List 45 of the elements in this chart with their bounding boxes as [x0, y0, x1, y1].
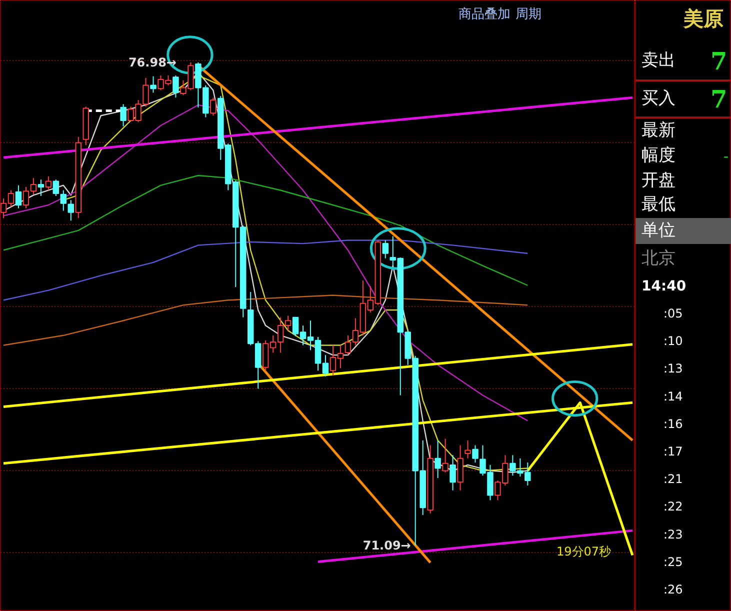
text: :22: [664, 500, 683, 514]
text: 幅度: [642, 146, 676, 166]
text: 单位: [642, 220, 676, 240]
candlestick: [68, 200, 74, 222]
text: :25: [664, 554, 683, 569]
annotation: 19分07秒: [556, 544, 612, 558]
text: 周期: [516, 7, 542, 22]
text: 买入: [642, 88, 676, 108]
candlestick: [434, 440, 441, 479]
text: 美原: [682, 6, 724, 30]
text: 商品叠加: [458, 7, 510, 22]
candlestick: [60, 190, 67, 212]
text: :26: [664, 582, 683, 596]
text: -: [724, 149, 729, 165]
text: :14: [664, 389, 683, 404]
candlestick: [464, 440, 471, 459]
candlestick: [472, 444, 478, 464]
text: 开盘: [642, 170, 676, 190]
candlestick: [52, 179, 60, 196]
text: :10: [664, 334, 683, 348]
candlestick: [172, 74, 179, 98]
candlestick: [45, 176, 52, 191]
annotation: 71.09→: [362, 538, 411, 552]
candlestick: [210, 97, 216, 116]
text: 14:40: [642, 278, 686, 294]
text: 最低: [642, 194, 676, 214]
candlestick: [15, 184, 22, 209]
text: :16: [664, 416, 683, 431]
candlestick: [382, 240, 389, 259]
text: :05: [664, 306, 683, 320]
text: 7: [710, 84, 728, 114]
candlestick: [450, 454, 456, 491]
candlestick: [120, 104, 126, 127]
candlestick: [38, 179, 44, 196]
text: :23: [664, 527, 683, 542]
candlestick: [150, 76, 156, 94]
text: :17: [664, 444, 683, 458]
candlestick: [457, 444, 464, 491]
text: 最新: [642, 120, 676, 140]
text: 卖出: [642, 50, 676, 70]
text: :13: [664, 362, 683, 376]
candlestick: [442, 438, 448, 473]
text: 北京: [642, 248, 676, 268]
text: :21: [664, 472, 683, 486]
text: 7: [710, 46, 728, 76]
